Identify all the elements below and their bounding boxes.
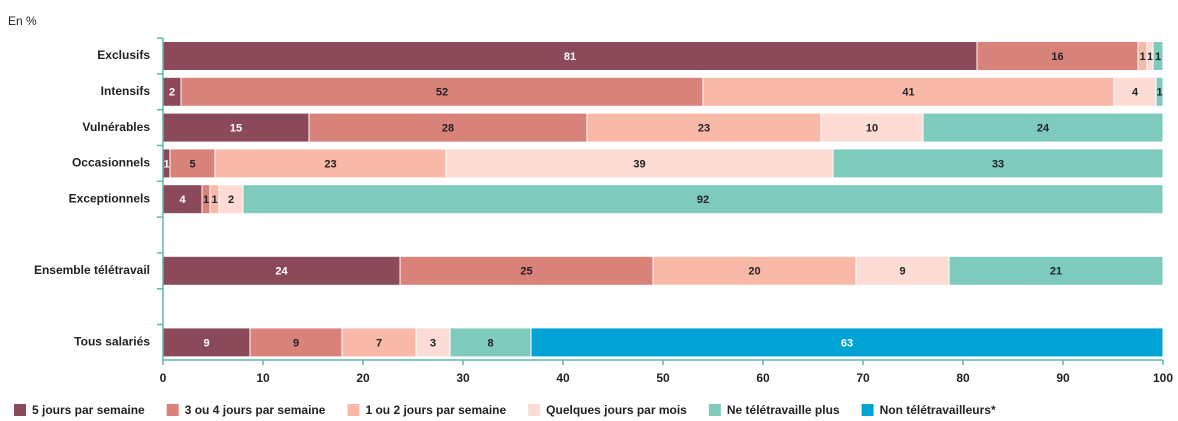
bar-segment bbox=[922, 112, 1164, 143]
x-tick-label: 70 bbox=[856, 371, 870, 385]
data-label: 8 bbox=[487, 337, 493, 349]
data-label: 81 bbox=[564, 51, 576, 63]
bar-segment bbox=[399, 255, 654, 286]
data-label: 20 bbox=[748, 266, 760, 278]
x-tick-label: 20 bbox=[356, 371, 370, 385]
y-tick-label: Vulnérables bbox=[82, 120, 150, 134]
legend-swatch bbox=[347, 404, 360, 416]
bar-segment bbox=[445, 148, 834, 179]
data-label: 52 bbox=[436, 87, 448, 99]
legend-label: Non télétravailleurs* bbox=[880, 403, 996, 417]
data-label: 24 bbox=[1037, 123, 1050, 135]
bar-segment bbox=[214, 148, 447, 179]
bar-segment bbox=[586, 112, 822, 143]
legend-label: 1 ou 2 jours par semaine bbox=[365, 403, 506, 417]
data-label: 23 bbox=[698, 123, 710, 135]
bar-segment bbox=[832, 148, 1164, 179]
data-label: 28 bbox=[442, 123, 454, 135]
x-tick-label: 100 bbox=[1153, 371, 1173, 385]
data-label: 1 bbox=[1155, 51, 1161, 63]
data-label: 4 bbox=[1132, 87, 1139, 99]
data-label: 23 bbox=[324, 158, 336, 170]
bar-segment bbox=[162, 184, 203, 215]
data-label: 16 bbox=[1051, 51, 1063, 63]
data-label: 4 bbox=[179, 194, 186, 206]
y-tick-label: Tous salariés bbox=[74, 335, 150, 349]
x-tick-label: 60 bbox=[756, 371, 770, 385]
bar-segment bbox=[242, 184, 1164, 215]
x-tick-label: 40 bbox=[556, 371, 570, 385]
data-label: 24 bbox=[275, 266, 288, 278]
bar-segment bbox=[249, 327, 343, 358]
legend-swatch bbox=[14, 404, 26, 416]
data-label: 1 bbox=[1156, 87, 1162, 99]
data-label: 1 bbox=[203, 194, 209, 206]
x-tick-label: 90 bbox=[1056, 371, 1070, 385]
data-label: 1 bbox=[163, 158, 169, 170]
x-tick-label: 30 bbox=[456, 371, 470, 385]
y-tick-label: Ensemble télétravail bbox=[34, 263, 150, 277]
data-label: 39 bbox=[633, 158, 645, 170]
bar-segment bbox=[218, 184, 244, 215]
legend-label: Quelques jours par mois bbox=[546, 403, 687, 417]
data-label: 1 bbox=[1139, 51, 1145, 63]
bar-segment bbox=[341, 327, 417, 358]
bar-segment bbox=[530, 327, 1164, 358]
legend-label: 5 jours par semaine bbox=[32, 403, 145, 417]
y-tick-label: Exceptionnels bbox=[69, 191, 151, 205]
y-tick-label: Occasionnels bbox=[72, 156, 150, 170]
data-label: 1 bbox=[211, 194, 217, 206]
bar-segment bbox=[976, 41, 1139, 71]
data-label: 2 bbox=[169, 87, 175, 99]
legend-swatch bbox=[861, 404, 874, 416]
bar-segment bbox=[1152, 41, 1164, 71]
data-label: 5 bbox=[189, 158, 195, 170]
data-label: 25 bbox=[520, 266, 532, 278]
data-label: 92 bbox=[697, 194, 709, 206]
legend-swatch bbox=[528, 404, 541, 416]
subtitle: En % bbox=[8, 14, 37, 28]
bar-segment bbox=[820, 112, 924, 143]
data-label: 21 bbox=[1050, 266, 1062, 278]
data-label: 1 bbox=[1147, 51, 1153, 63]
bar-segment bbox=[162, 41, 978, 71]
data-label: 41 bbox=[902, 87, 914, 99]
bar-segment bbox=[415, 327, 451, 358]
bar-segment bbox=[948, 255, 1164, 286]
legend-label: Ne télétravaille plus bbox=[727, 403, 840, 417]
data-label: 3 bbox=[430, 337, 436, 349]
data-label: 33 bbox=[992, 158, 1004, 170]
bar-segment bbox=[449, 327, 532, 358]
data-label: 7 bbox=[376, 337, 382, 349]
data-label: 9 bbox=[899, 266, 905, 278]
data-label: 15 bbox=[230, 123, 242, 135]
legend-label: 3 ou 4 jours par semaine bbox=[185, 403, 326, 417]
y-tick-label: Exclusifs bbox=[97, 48, 150, 62]
data-label: 9 bbox=[293, 337, 299, 349]
bar-segment bbox=[1155, 76, 1164, 107]
legend-swatch bbox=[166, 404, 179, 416]
x-tick-label: 80 bbox=[956, 371, 970, 385]
x-tick-label: 50 bbox=[656, 371, 670, 385]
x-tick-label: 0 bbox=[160, 371, 167, 385]
y-tick-label: Intensifs bbox=[101, 84, 151, 98]
data-label: 2 bbox=[228, 194, 234, 206]
data-label: 10 bbox=[866, 123, 878, 135]
data-label: 9 bbox=[203, 337, 209, 349]
x-tick-label: 10 bbox=[256, 371, 270, 385]
legend-swatch bbox=[708, 404, 721, 416]
bar-segment bbox=[855, 255, 950, 286]
data-label: 63 bbox=[841, 337, 853, 349]
bar-segment bbox=[308, 112, 588, 143]
